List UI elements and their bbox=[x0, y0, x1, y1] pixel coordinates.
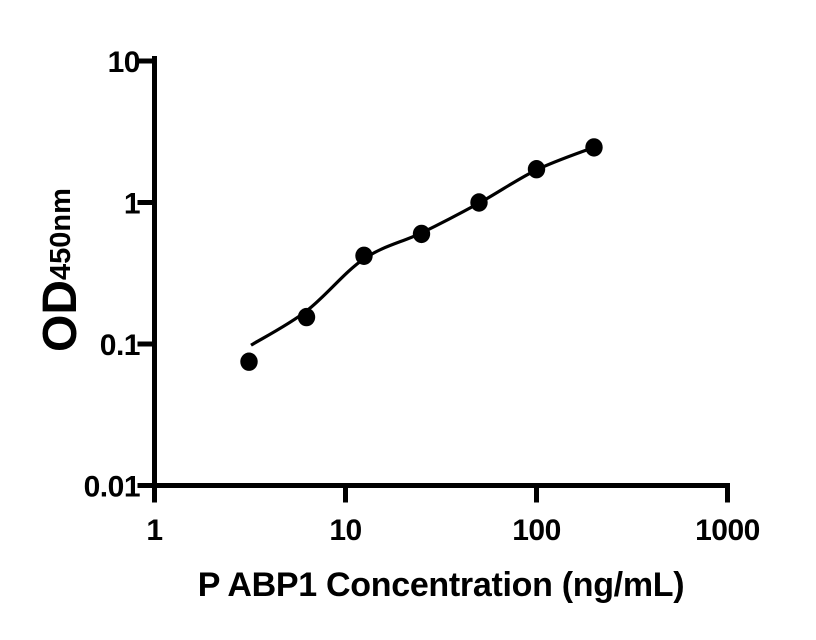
x-axis-title: P ABP1 Concentration (ng/mL) bbox=[198, 566, 685, 604]
x-tick-label: 10 bbox=[329, 514, 361, 547]
y-axis-title-main: OD bbox=[34, 280, 87, 352]
x-tick-label: 100 bbox=[512, 514, 561, 547]
x-tick-label: 1000 bbox=[695, 514, 760, 547]
plot-layer bbox=[240, 138, 603, 371]
y-tick-label: 0.01 bbox=[84, 471, 140, 504]
y-axis-title-sub: 450nm bbox=[45, 188, 77, 280]
data-point bbox=[527, 160, 546, 179]
y-axis-title: OD450nm bbox=[34, 188, 87, 352]
x-tick-label: 1 bbox=[146, 514, 162, 547]
data-point bbox=[470, 193, 488, 212]
y-tick-label: 1 bbox=[124, 188, 140, 221]
axes-layer: 1 10 100 1000 0.01 0.1 1 10 bbox=[84, 46, 761, 547]
data-point bbox=[355, 246, 373, 265]
y-tick-label: 10 bbox=[108, 46, 140, 79]
y-tick-label: 0.1 bbox=[100, 329, 140, 362]
data-point bbox=[240, 352, 258, 371]
data-point bbox=[412, 224, 431, 244]
data-point bbox=[297, 307, 316, 327]
data-point bbox=[585, 138, 603, 157]
